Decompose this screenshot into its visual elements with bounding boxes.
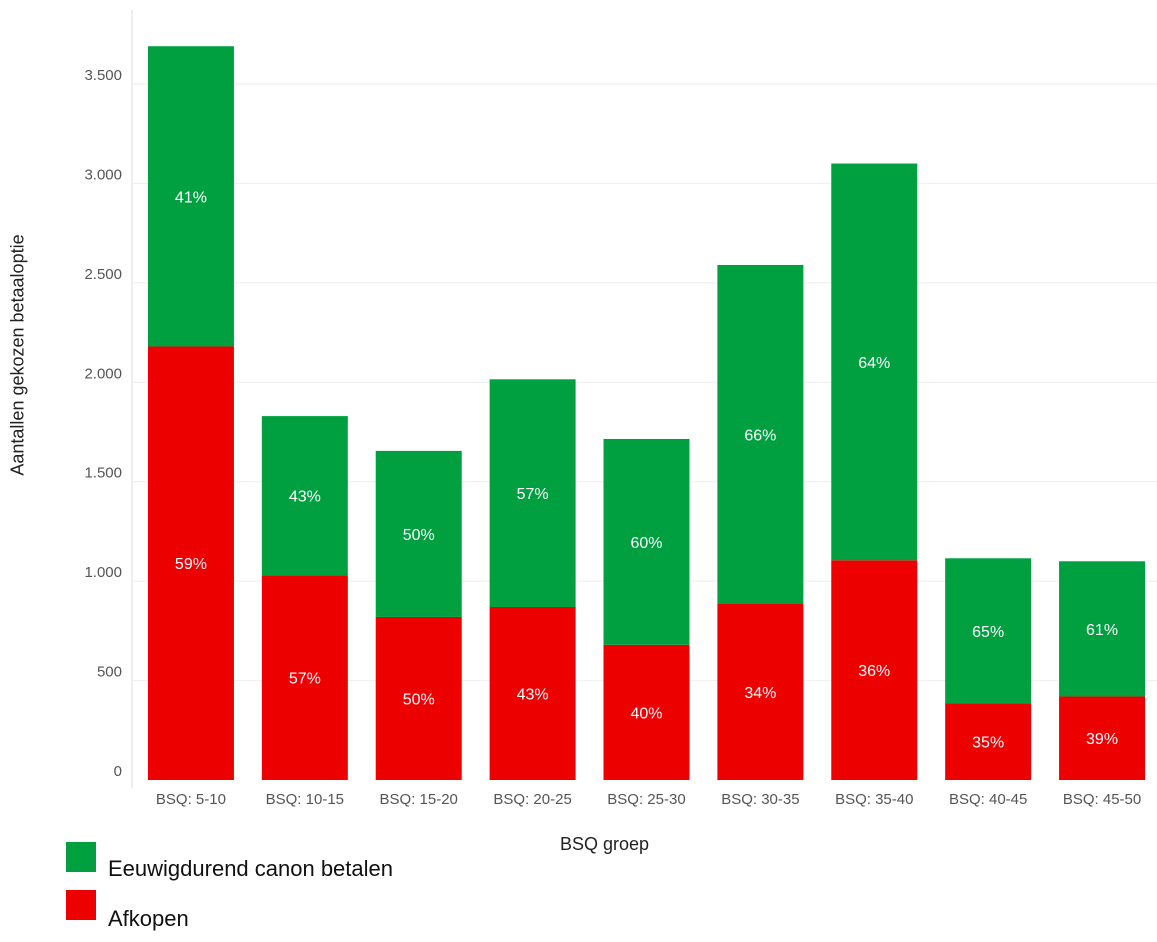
data-label-canon: 41% <box>175 189 207 206</box>
x-tick-label: BSQ: 40-45 <box>949 791 1027 808</box>
y-tick-label: 3.500 <box>84 67 122 84</box>
bar-canon <box>261 416 348 576</box>
bar-afkopen <box>717 604 804 780</box>
y-tick-label: 1.500 <box>84 465 122 482</box>
bar-canon <box>489 379 576 607</box>
data-label-afkopen: 40% <box>630 705 662 722</box>
y-axis-label: Aantallen gekozen betaaloptie <box>7 234 28 476</box>
x-tick-label: BSQ: 25-30 <box>607 791 685 808</box>
data-label-afkopen: 39% <box>1086 731 1118 748</box>
bar-canon <box>717 264 804 605</box>
bar-afkopen <box>831 560 918 780</box>
bar-afkopen <box>261 575 348 780</box>
bar-canon <box>603 438 690 645</box>
data-label-canon: 43% <box>289 489 321 506</box>
x-tick-label: BSQ: 5-10 <box>156 791 226 808</box>
data-label-afkopen: 50% <box>403 691 435 708</box>
bar-canon <box>147 46 234 347</box>
y-tick-label: 3.000 <box>84 166 122 183</box>
bar-afkopen <box>489 606 576 780</box>
data-label-afkopen: 59% <box>175 556 207 573</box>
x-tick-label: BSQ: 15-20 <box>380 791 458 808</box>
data-label-afkopen: 34% <box>744 685 776 702</box>
bar-afkopen <box>147 346 234 780</box>
data-label-afkopen: 43% <box>517 686 549 703</box>
data-label-afkopen: 36% <box>858 663 890 680</box>
x-tick-label: BSQ: 35-40 <box>835 791 913 808</box>
data-label-canon: 50% <box>403 527 435 544</box>
bar-afkopen <box>375 616 462 780</box>
y-tick-label: 2.000 <box>84 365 122 382</box>
data-label-canon: 66% <box>744 427 776 444</box>
data-label-canon: 65% <box>972 624 1004 641</box>
bar-afkopen <box>945 703 1032 780</box>
y-tick-label: 1.000 <box>84 564 122 581</box>
data-label-canon: 60% <box>630 535 662 552</box>
y-tick-label: 500 <box>97 664 122 681</box>
x-tick-label: BSQ: 20-25 <box>493 791 571 808</box>
data-label-canon: 57% <box>517 486 549 503</box>
x-tick-label: BSQ: 30-35 <box>721 791 799 808</box>
legend-swatch-afkopen <box>66 890 96 920</box>
legend-label-afkopen: Afkopen <box>108 906 189 931</box>
y-tick-label: 0 <box>114 763 122 780</box>
x-axis-label: BSQ groep <box>559 834 650 854</box>
legend-label-canon: Eeuwigdurend canon betalen <box>108 856 394 881</box>
x-tick-label: BSQ: 45-50 <box>1063 791 1141 808</box>
bar-canon <box>1059 561 1146 697</box>
bar-canon <box>375 450 462 617</box>
y-tick-label: 2.500 <box>84 266 122 283</box>
bar-afkopen <box>1059 696 1146 780</box>
data-label-canon: 61% <box>1086 622 1118 639</box>
bar-canon <box>831 163 918 561</box>
legend-swatch-canon <box>66 842 96 872</box>
x-tick-label: BSQ: 10-15 <box>266 791 344 808</box>
data-label-canon: 64% <box>858 355 890 372</box>
bar-afkopen <box>603 644 690 780</box>
data-label-afkopen: 35% <box>972 735 1004 752</box>
bar-canon <box>945 558 1032 704</box>
data-label-afkopen: 57% <box>289 671 321 688</box>
